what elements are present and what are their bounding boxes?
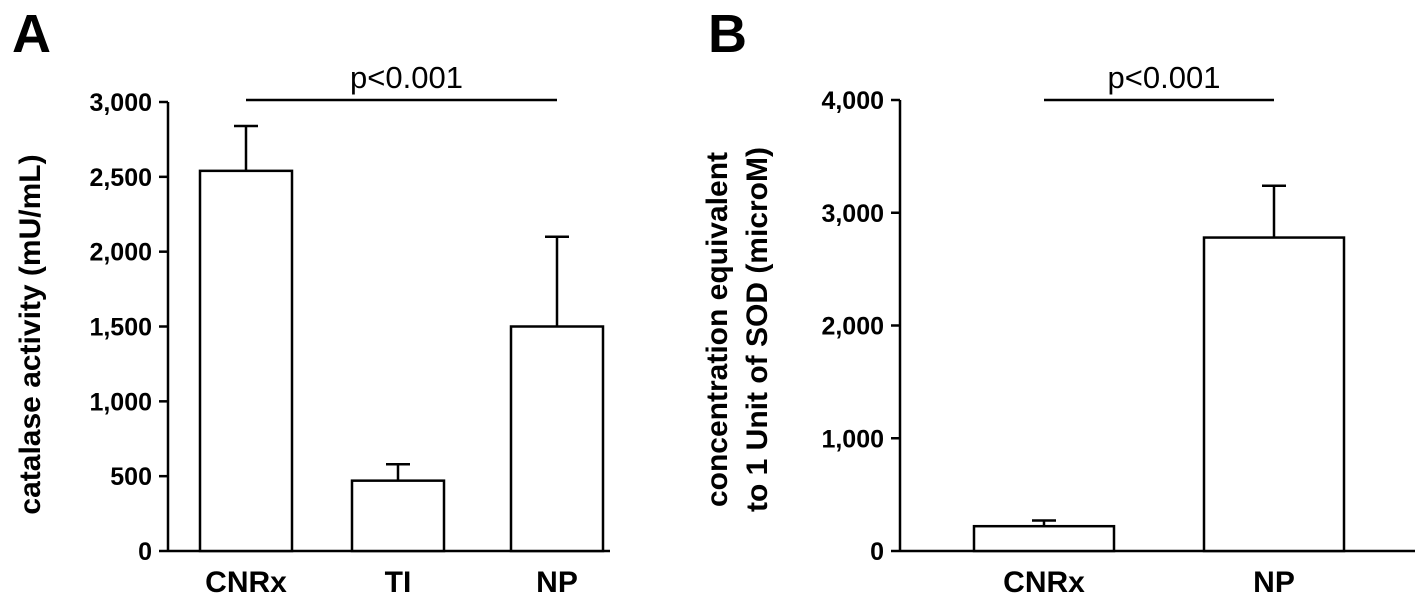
chart-panel-A: A 0 500 1,000 1,500 2,000 2,500 3,000 CNRx TI NP p<… bbox=[12, 4, 610, 596]
significance-label: p<0.001 bbox=[1108, 60, 1221, 95]
x-category-label: CNRx bbox=[205, 566, 287, 596]
x-category-label: NP bbox=[1253, 566, 1295, 596]
x-category-label: NP bbox=[536, 566, 578, 596]
y-tick-label: 1,500 bbox=[89, 314, 152, 342]
y-tick-label: 2,000 bbox=[821, 313, 884, 341]
bar-NP bbox=[1202, 236, 1346, 553]
bar-NP bbox=[509, 325, 605, 553]
y-tick-label: 1,000 bbox=[89, 388, 152, 416]
panel-letter: A bbox=[12, 4, 51, 64]
y-tick-label: 4,000 bbox=[821, 87, 884, 115]
y-tick-label: 1,000 bbox=[821, 425, 884, 453]
bar-CNRx bbox=[972, 524, 1116, 553]
y-axis-title: to 1 Unit of SOD (microM) bbox=[741, 147, 774, 512]
y-tick-label: 2,000 bbox=[89, 239, 152, 267]
y-tick-label: 500 bbox=[110, 463, 152, 491]
y-axis-title: concentration equivalent bbox=[701, 152, 734, 507]
y-tick-label: 2,500 bbox=[89, 164, 152, 192]
y-tick-label: 3,000 bbox=[89, 89, 152, 117]
y-tick-label: 0 bbox=[138, 538, 152, 566]
x-category-label: TI bbox=[385, 566, 412, 596]
significance-label: p<0.001 bbox=[350, 60, 463, 95]
y-tick-label: 3,000 bbox=[821, 200, 884, 228]
y-axis-title: catalase activity (mU/mL) bbox=[14, 154, 47, 514]
bar-CNRx bbox=[198, 169, 294, 553]
bar-TI bbox=[350, 479, 446, 553]
chart-panel-B: B 0 1,000 2,000 3,000 4,000 CNRx NP p<0.001 conce… bbox=[701, 4, 1415, 596]
panel-letter: B bbox=[708, 4, 747, 64]
x-category-label: CNRx bbox=[1003, 566, 1085, 596]
y-tick-label: 0 bbox=[870, 538, 884, 566]
